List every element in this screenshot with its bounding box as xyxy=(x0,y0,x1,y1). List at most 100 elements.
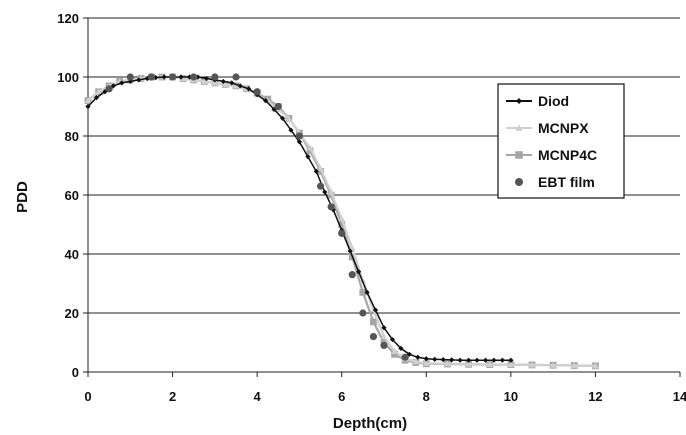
data-point-mcnpx xyxy=(179,75,187,82)
data-point-diod xyxy=(474,357,480,363)
data-point-mcnpx xyxy=(327,188,335,195)
series-group xyxy=(84,73,599,370)
data-point-ebt-film xyxy=(327,203,335,211)
data-point-mcnpx xyxy=(571,362,578,369)
data-point-mcnpx xyxy=(338,215,345,222)
data-point-mcnpx xyxy=(507,361,515,368)
data-point-ebt-film xyxy=(211,73,219,81)
data-point-mcnpx xyxy=(528,361,536,368)
y-tick-label: 100 xyxy=(57,70,79,85)
data-point-mcnpx xyxy=(412,358,419,365)
data-point-ebt-film xyxy=(253,88,261,96)
data-point-diod xyxy=(93,95,100,101)
data-point-mcnpx xyxy=(211,79,219,86)
data-point-diod xyxy=(482,357,489,363)
legend: Diod MCNPX MCNP4C EBT film xyxy=(497,83,625,199)
data-point-ebt-film xyxy=(105,85,113,93)
data-point-diod xyxy=(288,127,294,133)
data-point-ebt-film xyxy=(274,102,282,111)
x-tick-label: 2 xyxy=(169,389,176,404)
data-point-diod xyxy=(347,248,353,254)
data-point-mcnpx xyxy=(380,333,388,340)
data-point-diod xyxy=(161,74,167,80)
data-point-diod xyxy=(305,154,311,160)
data-point-mcnpx xyxy=(306,144,314,151)
data-point-diod xyxy=(313,168,319,174)
legend-label-ebt-film: EBT film xyxy=(538,174,595,190)
data-point-mcnpx xyxy=(285,115,293,121)
legend-label-mcnp4c: MCNP4C xyxy=(538,147,597,163)
data-point-ebt-film xyxy=(401,353,409,361)
legend-marker-mcnpx xyxy=(515,124,523,131)
data-point-ebt-film xyxy=(168,73,177,81)
series-diod xyxy=(85,74,514,363)
data-point-mcnp4c xyxy=(370,318,377,326)
data-point-diod xyxy=(364,289,370,295)
data-point-ebt-film xyxy=(338,229,346,237)
x-tick-label: 0 xyxy=(84,389,91,404)
series-line-diod xyxy=(87,76,511,361)
data-point-mcnpx xyxy=(201,78,208,84)
x-tick-label: 6 xyxy=(338,389,345,404)
x-tick-label: 4 xyxy=(254,389,262,404)
y-tick-label: 120 xyxy=(57,11,79,26)
data-point-ebt-film xyxy=(380,341,388,350)
data-point-diod xyxy=(203,75,209,82)
legend-marker-diod xyxy=(516,98,522,104)
data-point-mcnpx xyxy=(592,362,599,369)
x-axis-title: Depth(cm) xyxy=(333,415,407,432)
data-point-mcnpx xyxy=(391,348,398,354)
data-point-diod xyxy=(246,86,252,92)
data-point-diod xyxy=(263,98,269,104)
data-point-diod xyxy=(491,357,497,363)
data-point-ebt-film xyxy=(348,271,356,279)
data-point-mcnp4c xyxy=(338,221,346,228)
data-point-mcnpx xyxy=(549,362,557,368)
y-tick-label: 0 xyxy=(72,365,79,380)
x-tick-label: 10 xyxy=(504,389,518,404)
legend-marker-mcnp4c xyxy=(515,151,523,159)
data-point-diod xyxy=(322,189,328,195)
data-point-ebt-film xyxy=(126,73,134,81)
data-point-diod xyxy=(389,336,396,343)
data-point-diod xyxy=(136,77,142,83)
x-tick-label: 12 xyxy=(588,389,602,404)
data-point-mcnp4c xyxy=(317,168,324,175)
data-point-ebt-film xyxy=(147,73,156,81)
data-point-diod xyxy=(237,83,243,89)
data-point-mcnpx xyxy=(84,97,92,104)
data-point-diod xyxy=(356,269,362,275)
data-point-diod xyxy=(465,357,472,363)
data-point-diod xyxy=(271,106,277,113)
data-point-diod xyxy=(449,357,455,363)
axes: 0 20 40 60 80 100 120 0 2 4 6 8 10 12 14 xyxy=(57,11,686,404)
data-point-diod xyxy=(279,115,286,121)
data-point-mcnpx xyxy=(486,361,493,367)
data-point-mcnpx xyxy=(317,165,324,172)
data-point-diod xyxy=(415,354,421,360)
legend-label-mcnpx: MCNPX xyxy=(538,120,589,136)
x-tick-label: 8 xyxy=(423,389,430,404)
data-point-diod xyxy=(178,74,184,80)
data-point-mcnp4c xyxy=(359,288,367,296)
data-point-diod xyxy=(229,80,235,86)
x-tick-label: 14 xyxy=(673,389,686,404)
data-point-diod xyxy=(398,345,404,351)
data-point-mcnpx xyxy=(423,359,430,366)
data-point-ebt-film xyxy=(232,73,240,81)
legend-marker-ebt-film xyxy=(515,178,523,186)
data-point-diod xyxy=(381,325,387,331)
y-axis-title: PDD xyxy=(14,181,31,213)
data-point-diod xyxy=(432,356,438,362)
y-tick-label: 40 xyxy=(65,247,79,262)
series-ebt-film xyxy=(105,73,409,361)
data-point-diod xyxy=(508,357,514,363)
data-point-diod xyxy=(119,80,125,86)
data-point-mcnpx xyxy=(95,88,102,95)
data-point-diod xyxy=(220,78,226,85)
legend-label-diod: Diod xyxy=(538,93,569,109)
data-point-mcnpx xyxy=(444,360,451,367)
y-tick-label: 80 xyxy=(65,129,79,144)
